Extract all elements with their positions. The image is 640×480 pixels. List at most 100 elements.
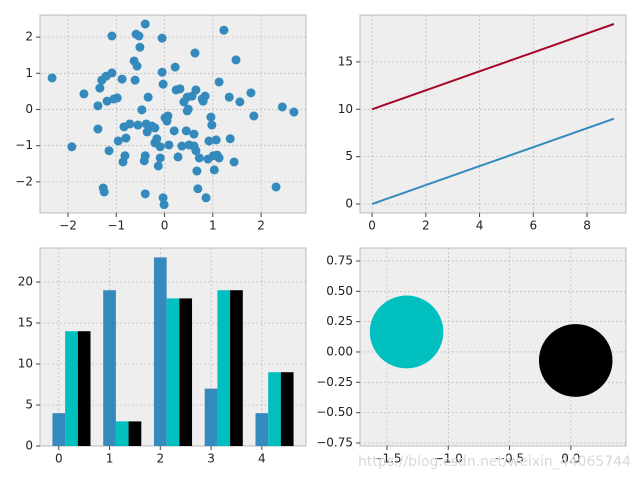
scatter-point (137, 105, 147, 115)
y-tick-label: −0.50 (316, 405, 353, 419)
y-tick-label: 0.00 (326, 344, 353, 358)
scatter-point (132, 61, 142, 71)
scatter-point (104, 146, 114, 156)
x-tick-label: 4 (476, 219, 484, 233)
y-tick-label: −0.25 (316, 375, 353, 389)
scatter-point (130, 75, 140, 85)
scatter-point (125, 119, 135, 129)
x-tick-label: 6 (529, 219, 537, 233)
scatter-point (112, 93, 122, 103)
scatter-point (190, 48, 200, 58)
scatter-point (164, 140, 174, 150)
x-tick-label: 2 (156, 452, 164, 466)
y-tick-label: 5 (345, 149, 353, 163)
scatter-point (159, 200, 169, 210)
scatter-point (134, 31, 144, 41)
scatter-point (181, 126, 191, 136)
scatter-point (193, 184, 203, 194)
scatter-point (93, 101, 103, 111)
scatter-point (107, 68, 117, 78)
bar (103, 290, 116, 446)
scatter-point (192, 166, 202, 176)
y-tick-label: −0.75 (316, 435, 353, 449)
scatter-point (246, 88, 256, 98)
scatter-point (231, 55, 241, 65)
line-series (371, 23, 615, 111)
y-tick-label: 2 (25, 30, 33, 44)
bar (65, 331, 78, 446)
subplot: 0 2 4 6 8 0 5 10 15 (338, 14, 627, 233)
bar (204, 388, 218, 446)
scatter-point (169, 126, 179, 136)
bar (217, 290, 231, 446)
x-tick-label: 0 (368, 219, 376, 233)
x-tick-label: 0 (55, 452, 63, 466)
scatter-point (214, 77, 224, 87)
scatter-point (194, 153, 204, 163)
scatter-point (140, 189, 150, 199)
bar (115, 421, 129, 446)
circle-patch (538, 324, 613, 397)
scatter-point (163, 111, 173, 121)
scatter-point (271, 182, 281, 192)
scatter-point (201, 193, 211, 203)
scatter-point (120, 151, 130, 161)
scatter-point (235, 97, 245, 107)
scatter-point (183, 104, 193, 114)
scatter-point (173, 152, 183, 162)
axes-background (359, 14, 627, 214)
scatter-point (224, 92, 234, 102)
scatter-point (214, 153, 224, 163)
scatter-point (107, 31, 117, 41)
y-tick-label: 0.75 (326, 253, 353, 267)
x-tick-label: −1 (107, 219, 125, 233)
scatter-point (177, 141, 187, 151)
y-tick-label: 15 (18, 316, 33, 330)
y-tick-label: 20 (18, 275, 33, 289)
scatter-point (204, 136, 214, 146)
x-tick-label: −0.5 (495, 452, 524, 466)
y-tick-label: 0.50 (326, 284, 353, 298)
watermark: https://blog.csdn.net/weixin_44065744 (358, 454, 631, 470)
y-tick-label: 0.25 (326, 314, 353, 328)
y-tick-label: 0 (25, 102, 33, 116)
scatter-point (113, 136, 123, 146)
bar (166, 298, 180, 446)
x-tick-label: −1.5 (372, 452, 401, 466)
scatter-point (157, 67, 167, 77)
bar (280, 372, 294, 446)
scatter-point (98, 183, 108, 193)
scatter-point (277, 102, 287, 112)
x-tick-label: 0 (161, 219, 169, 233)
scatter-point (150, 123, 160, 133)
scatter-point (93, 124, 103, 134)
scatter-point (47, 73, 57, 83)
x-tick-label: 1 (209, 219, 217, 233)
x-tick-label: 2 (422, 219, 430, 233)
x-tick-label: 0.0 (561, 452, 580, 466)
y-tick-label: −2 (15, 174, 33, 188)
subplot: −2 −1 0 1 2 −2 −1 0 1 2 (15, 14, 307, 233)
scatter-point (249, 111, 259, 121)
scatter-point (229, 157, 239, 167)
y-tick-label: 1 (25, 66, 33, 80)
x-tick-label: −1.0 (434, 452, 463, 466)
scatter-point (189, 129, 199, 139)
bar (153, 257, 167, 446)
scatter-point (117, 74, 127, 84)
bar (268, 372, 281, 446)
y-tick-label: 15 (338, 54, 353, 68)
x-tick-label: 3 (207, 452, 215, 466)
y-tick-label: 0 (25, 439, 33, 453)
scatter-point (200, 91, 210, 101)
scatter-point (155, 153, 165, 163)
scatter-point (143, 92, 153, 102)
scatter-point (133, 120, 143, 130)
circle-patch (369, 295, 444, 369)
scatter-point (211, 135, 221, 145)
scatter-point (121, 133, 131, 143)
scatter-point (95, 83, 105, 93)
bar (52, 413, 66, 446)
x-tick-label: 2 (257, 219, 265, 233)
